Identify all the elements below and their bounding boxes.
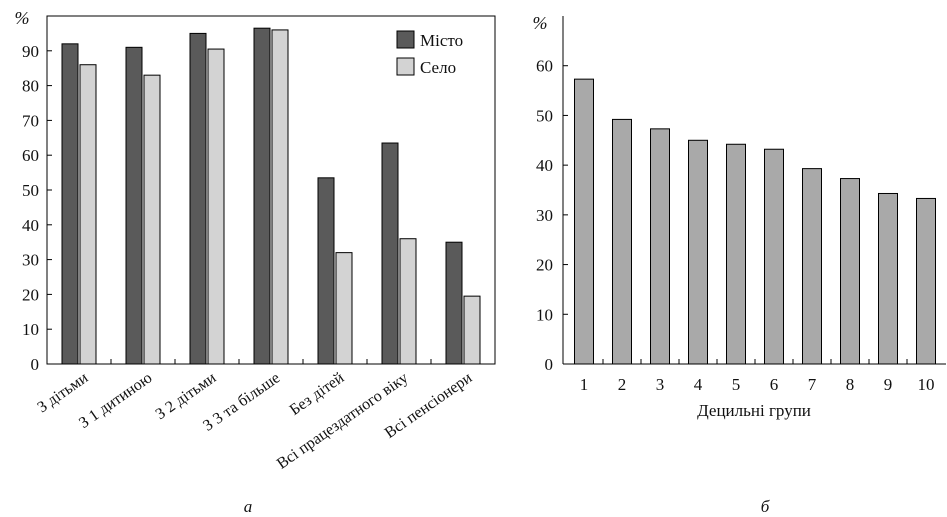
bar — [878, 192, 898, 365]
category-label: 4 — [694, 375, 703, 394]
y-tick-label: 10 — [22, 320, 39, 339]
category-label: 3 — [656, 375, 665, 394]
y-unit-label: % — [15, 8, 30, 28]
bar-misto — [189, 32, 207, 365]
legend-swatch — [396, 57, 415, 76]
bar-misto — [317, 177, 335, 365]
bar — [726, 143, 746, 365]
bar — [650, 128, 670, 365]
bar — [764, 148, 784, 365]
category-label: 6 — [770, 375, 779, 394]
bar-misto — [381, 142, 399, 365]
y-tick-label: 20 — [22, 285, 39, 304]
y-tick-label: 40 — [536, 156, 553, 175]
y-unit-label: % — [533, 13, 548, 33]
bar-selo — [79, 64, 97, 365]
legend-swatch — [396, 30, 415, 49]
category-label: 5 — [732, 375, 741, 394]
y-tick-label: 40 — [22, 216, 39, 235]
bar-selo — [463, 295, 481, 365]
bar — [688, 139, 708, 365]
category-label: 1 — [580, 375, 589, 394]
category-label: Без дітей — [287, 369, 348, 419]
category-label: 7 — [808, 375, 817, 394]
bar-misto — [253, 27, 271, 365]
y-tick-label: 60 — [22, 146, 39, 165]
panel-label-b: б — [761, 497, 770, 516]
bar-selo — [335, 252, 353, 365]
bar-selo — [399, 238, 417, 365]
bar — [840, 178, 860, 365]
bar — [612, 118, 632, 365]
y-tick-label: 20 — [536, 256, 553, 275]
category-label: 9 — [884, 375, 893, 394]
bar-misto — [61, 43, 79, 365]
bar — [916, 197, 936, 365]
y-tick-label: 50 — [536, 106, 553, 125]
bar-misto — [125, 46, 143, 365]
y-tick-label: 50 — [22, 181, 39, 200]
legend-label: Місто — [420, 31, 463, 50]
category-label: 2 — [618, 375, 627, 394]
bar — [574, 78, 594, 365]
category-label: 8 — [846, 375, 855, 394]
bar-selo — [207, 48, 225, 365]
y-tick-label: 0 — [31, 355, 40, 374]
bar-selo — [271, 29, 289, 365]
y-tick-label: 30 — [536, 206, 553, 225]
bar-selo — [143, 74, 161, 365]
y-tick-label: 90 — [22, 42, 39, 61]
y-tick-label: 30 — [22, 251, 39, 270]
bar-misto — [445, 241, 463, 365]
y-tick-label: 10 — [536, 305, 553, 324]
y-tick-label: 70 — [22, 111, 39, 130]
legend-label: Село — [420, 58, 456, 77]
y-tick-label: 0 — [545, 355, 554, 374]
category-label: 10 — [918, 375, 935, 394]
category-label: З дітьми — [34, 369, 91, 416]
bar — [802, 168, 822, 365]
x-axis-label: Децильні групи — [697, 401, 811, 420]
y-tick-label: 80 — [22, 77, 39, 96]
chart-b: 0 10 20 30 40 50 60% 1 2 3 4 5 6 7 8 9 10 Децильні групи б — [533, 13, 946, 516]
panel-label-a: а — [244, 497, 253, 516]
y-tick-label: 60 — [536, 57, 553, 76]
